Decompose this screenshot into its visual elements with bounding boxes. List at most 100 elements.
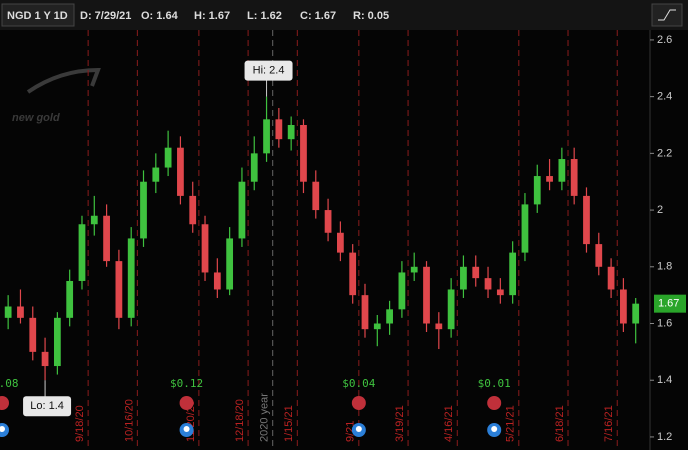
candle-body bbox=[336, 232, 344, 253]
candle-body bbox=[398, 272, 406, 310]
candle-body bbox=[226, 238, 234, 290]
candle-body bbox=[607, 266, 615, 290]
x-tick-label: 12/18/20 bbox=[234, 399, 246, 442]
candle-body bbox=[595, 244, 603, 267]
candle-body bbox=[484, 278, 492, 290]
candle-body bbox=[558, 159, 566, 182]
candle-body bbox=[509, 252, 517, 296]
candle-body bbox=[140, 181, 147, 239]
candle-body bbox=[373, 323, 381, 330]
candle-body bbox=[164, 147, 172, 168]
candle-body bbox=[250, 153, 258, 182]
candle-body bbox=[632, 303, 640, 324]
candle-body bbox=[53, 317, 61, 367]
candle-body bbox=[66, 280, 74, 318]
candle-body bbox=[546, 176, 553, 182]
candle-body bbox=[533, 176, 541, 205]
dividend-label: $0.04 bbox=[342, 377, 375, 390]
candle-body bbox=[472, 266, 480, 279]
y-tick-label: 1.4 bbox=[657, 374, 672, 386]
annotation-box bbox=[23, 396, 72, 417]
x-tick-label: 3/19/21 bbox=[394, 405, 406, 442]
candle-body bbox=[201, 224, 209, 273]
candle-body bbox=[324, 210, 332, 233]
candle-body bbox=[213, 272, 221, 290]
candle-body bbox=[300, 125, 307, 182]
candle-body bbox=[583, 195, 590, 245]
watermark: new gold bbox=[12, 112, 60, 124]
candle-body bbox=[521, 204, 529, 253]
candle-body bbox=[29, 317, 37, 352]
candle-body bbox=[447, 289, 455, 330]
candle-body bbox=[263, 119, 270, 154]
dividend-label: $0.08 bbox=[0, 377, 19, 390]
year-label: 2020 year bbox=[259, 393, 271, 442]
x-tick-label: 5/21/21 bbox=[505, 405, 517, 442]
event-icon-dot bbox=[0, 426, 5, 432]
header-open: O: 1.64 bbox=[141, 10, 179, 22]
annotation-box bbox=[244, 60, 293, 81]
candle-body bbox=[312, 181, 320, 211]
event-icon-dot bbox=[491, 426, 498, 432]
header-high: H: 1.67 bbox=[194, 10, 230, 22]
x-tick-label: 10/16/20 bbox=[123, 399, 135, 442]
y-tick-label: 2 bbox=[657, 204, 663, 216]
candle-body bbox=[78, 224, 86, 281]
header-date: D: 7/29/21 bbox=[80, 10, 131, 22]
y-tick-label: 1.6 bbox=[657, 317, 672, 329]
chart-settings-icon bbox=[658, 9, 676, 21]
earnings-icon bbox=[487, 396, 502, 410]
candle-body bbox=[386, 309, 393, 324]
candle-body bbox=[410, 266, 418, 273]
candle-body bbox=[238, 181, 246, 239]
y-tick-label: 2.4 bbox=[657, 91, 672, 103]
earnings-icon bbox=[179, 396, 194, 410]
annotation-label: Lo: 1.4 bbox=[30, 400, 64, 412]
dividend-label: $0.01 bbox=[478, 377, 511, 390]
header-close: C: 1.67 bbox=[300, 10, 336, 22]
candle-body bbox=[435, 323, 443, 330]
header-low: L: 1.62 bbox=[247, 10, 282, 22]
candle-body bbox=[127, 238, 135, 318]
candle-body bbox=[287, 125, 295, 140]
candle-body bbox=[4, 306, 12, 318]
candle-body bbox=[620, 289, 627, 324]
y-tick-label: 2.6 bbox=[657, 34, 672, 46]
x-tick-label: 1/15/21 bbox=[283, 405, 295, 442]
candle-body bbox=[177, 147, 184, 196]
earnings-icon bbox=[351, 396, 366, 410]
candle-body bbox=[152, 167, 160, 182]
y-tick-label: 1.8 bbox=[657, 261, 672, 273]
candle-body bbox=[189, 195, 197, 225]
header-fields: NGD 1 Y 1D D: 7/29/21 O: 1.64 H: 1.67 L:… bbox=[1, 3, 389, 27]
last-price-box bbox=[654, 294, 686, 313]
y-tick-label: 1.2 bbox=[657, 431, 672, 443]
candle-body bbox=[103, 215, 110, 262]
candle-body bbox=[41, 351, 49, 367]
candle-body bbox=[361, 295, 369, 330]
header-box bbox=[1, 3, 75, 27]
candle-body bbox=[496, 289, 504, 296]
x-tick-label: 7/16/21 bbox=[603, 405, 615, 442]
symbol: NGD 1 Y 1D bbox=[7, 10, 68, 22]
watermark-logo bbox=[26, 67, 101, 94]
plot: 9/18/20 10/16/20 11/20/20 12/18/20 1/15/21 9/… bbox=[4, 30, 640, 448]
earnings-icon bbox=[0, 396, 9, 410]
candle-body bbox=[17, 306, 24, 318]
last-price-label: 1.67 bbox=[658, 298, 679, 310]
y-tick-label: 2.2 bbox=[657, 147, 672, 159]
x-tick-label: 4/16/21 bbox=[443, 405, 455, 442]
candle-body bbox=[570, 159, 578, 196]
event-icon-dot bbox=[183, 426, 190, 432]
annotation-label: Hi: 2.4 bbox=[253, 65, 285, 77]
candle-body bbox=[460, 266, 467, 290]
event-icon-dot bbox=[355, 426, 362, 432]
header-range: R: 0.05 bbox=[353, 10, 389, 22]
candle-body bbox=[423, 266, 430, 324]
x-tick-label: 9/18/20 bbox=[74, 405, 86, 442]
x-tick-label: 6/18/21 bbox=[554, 405, 566, 442]
candle-body bbox=[275, 119, 283, 140]
